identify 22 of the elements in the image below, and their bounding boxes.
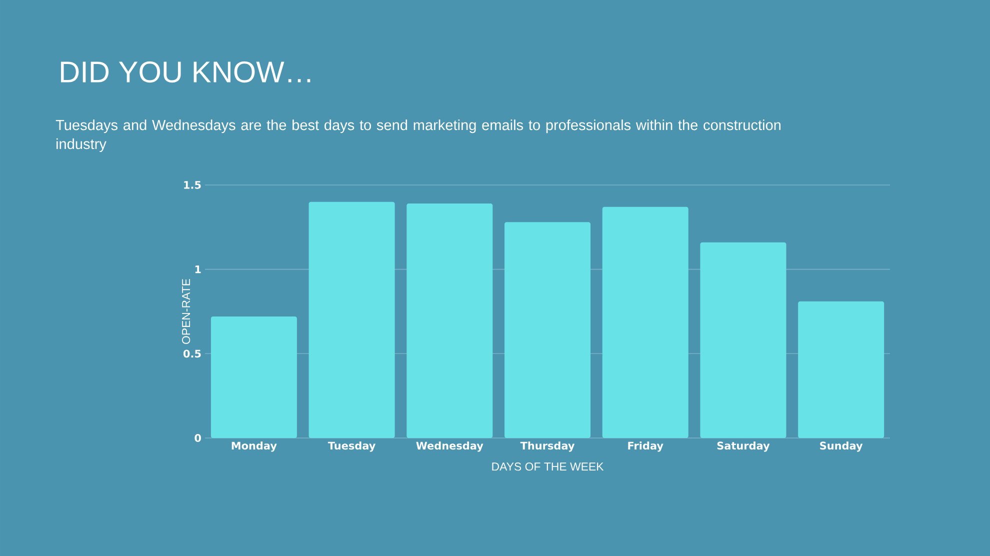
x-axis-title: DAYS OF THE WEEK [492,462,604,471]
y-tick-label: 0.5 [183,350,201,358]
x-tick-label: Tuesday [328,442,376,452]
x-tick-label: Sunday [820,442,863,452]
y-tick-label: 0 [194,434,201,442]
y-axis-title: OPEN-RATE [182,278,190,344]
bar [210,316,297,438]
chart-title: DID YOU KNOW… [60,61,310,83]
x-tick-label: Saturday [717,442,770,452]
x-tick-label: Friday [628,442,664,452]
x-tick-label: Wednesday [416,442,484,452]
bar [700,242,786,438]
y-tick-label: 1.5 [184,181,201,189]
bar [798,301,884,438]
bar [308,202,395,438]
chart-subtitle: Tuesdays and Wednesdays are the best days to send marketing emails to professionals within the construction industry [56,120,780,152]
bar [504,222,591,438]
x-tick-label: Thursday [520,442,575,452]
bar [406,204,493,438]
bar [602,206,688,438]
y-tick-label: 1 [195,266,201,274]
x-tick-label: Monday [232,442,277,452]
